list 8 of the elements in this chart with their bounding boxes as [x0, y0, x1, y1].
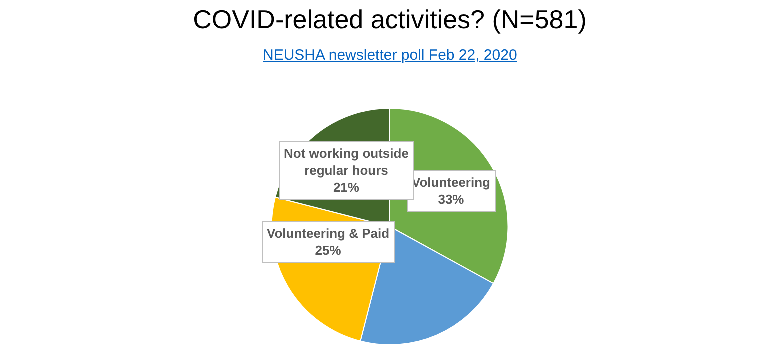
slice-label: Volunteering & Paid	[267, 226, 390, 241]
data-label: 33%	[438, 192, 465, 207]
data-label: 21%	[333, 180, 360, 195]
chart-title: COVID-related activities? (N=581)	[193, 4, 587, 35]
slice-label: Volunteering	[412, 175, 491, 190]
data-label: 25%	[315, 242, 342, 258]
slice-label: Not working outside regular hours	[284, 146, 409, 178]
chart-subtitle: NEUSHA newsletter poll Feb 22, 2020	[263, 47, 518, 64]
